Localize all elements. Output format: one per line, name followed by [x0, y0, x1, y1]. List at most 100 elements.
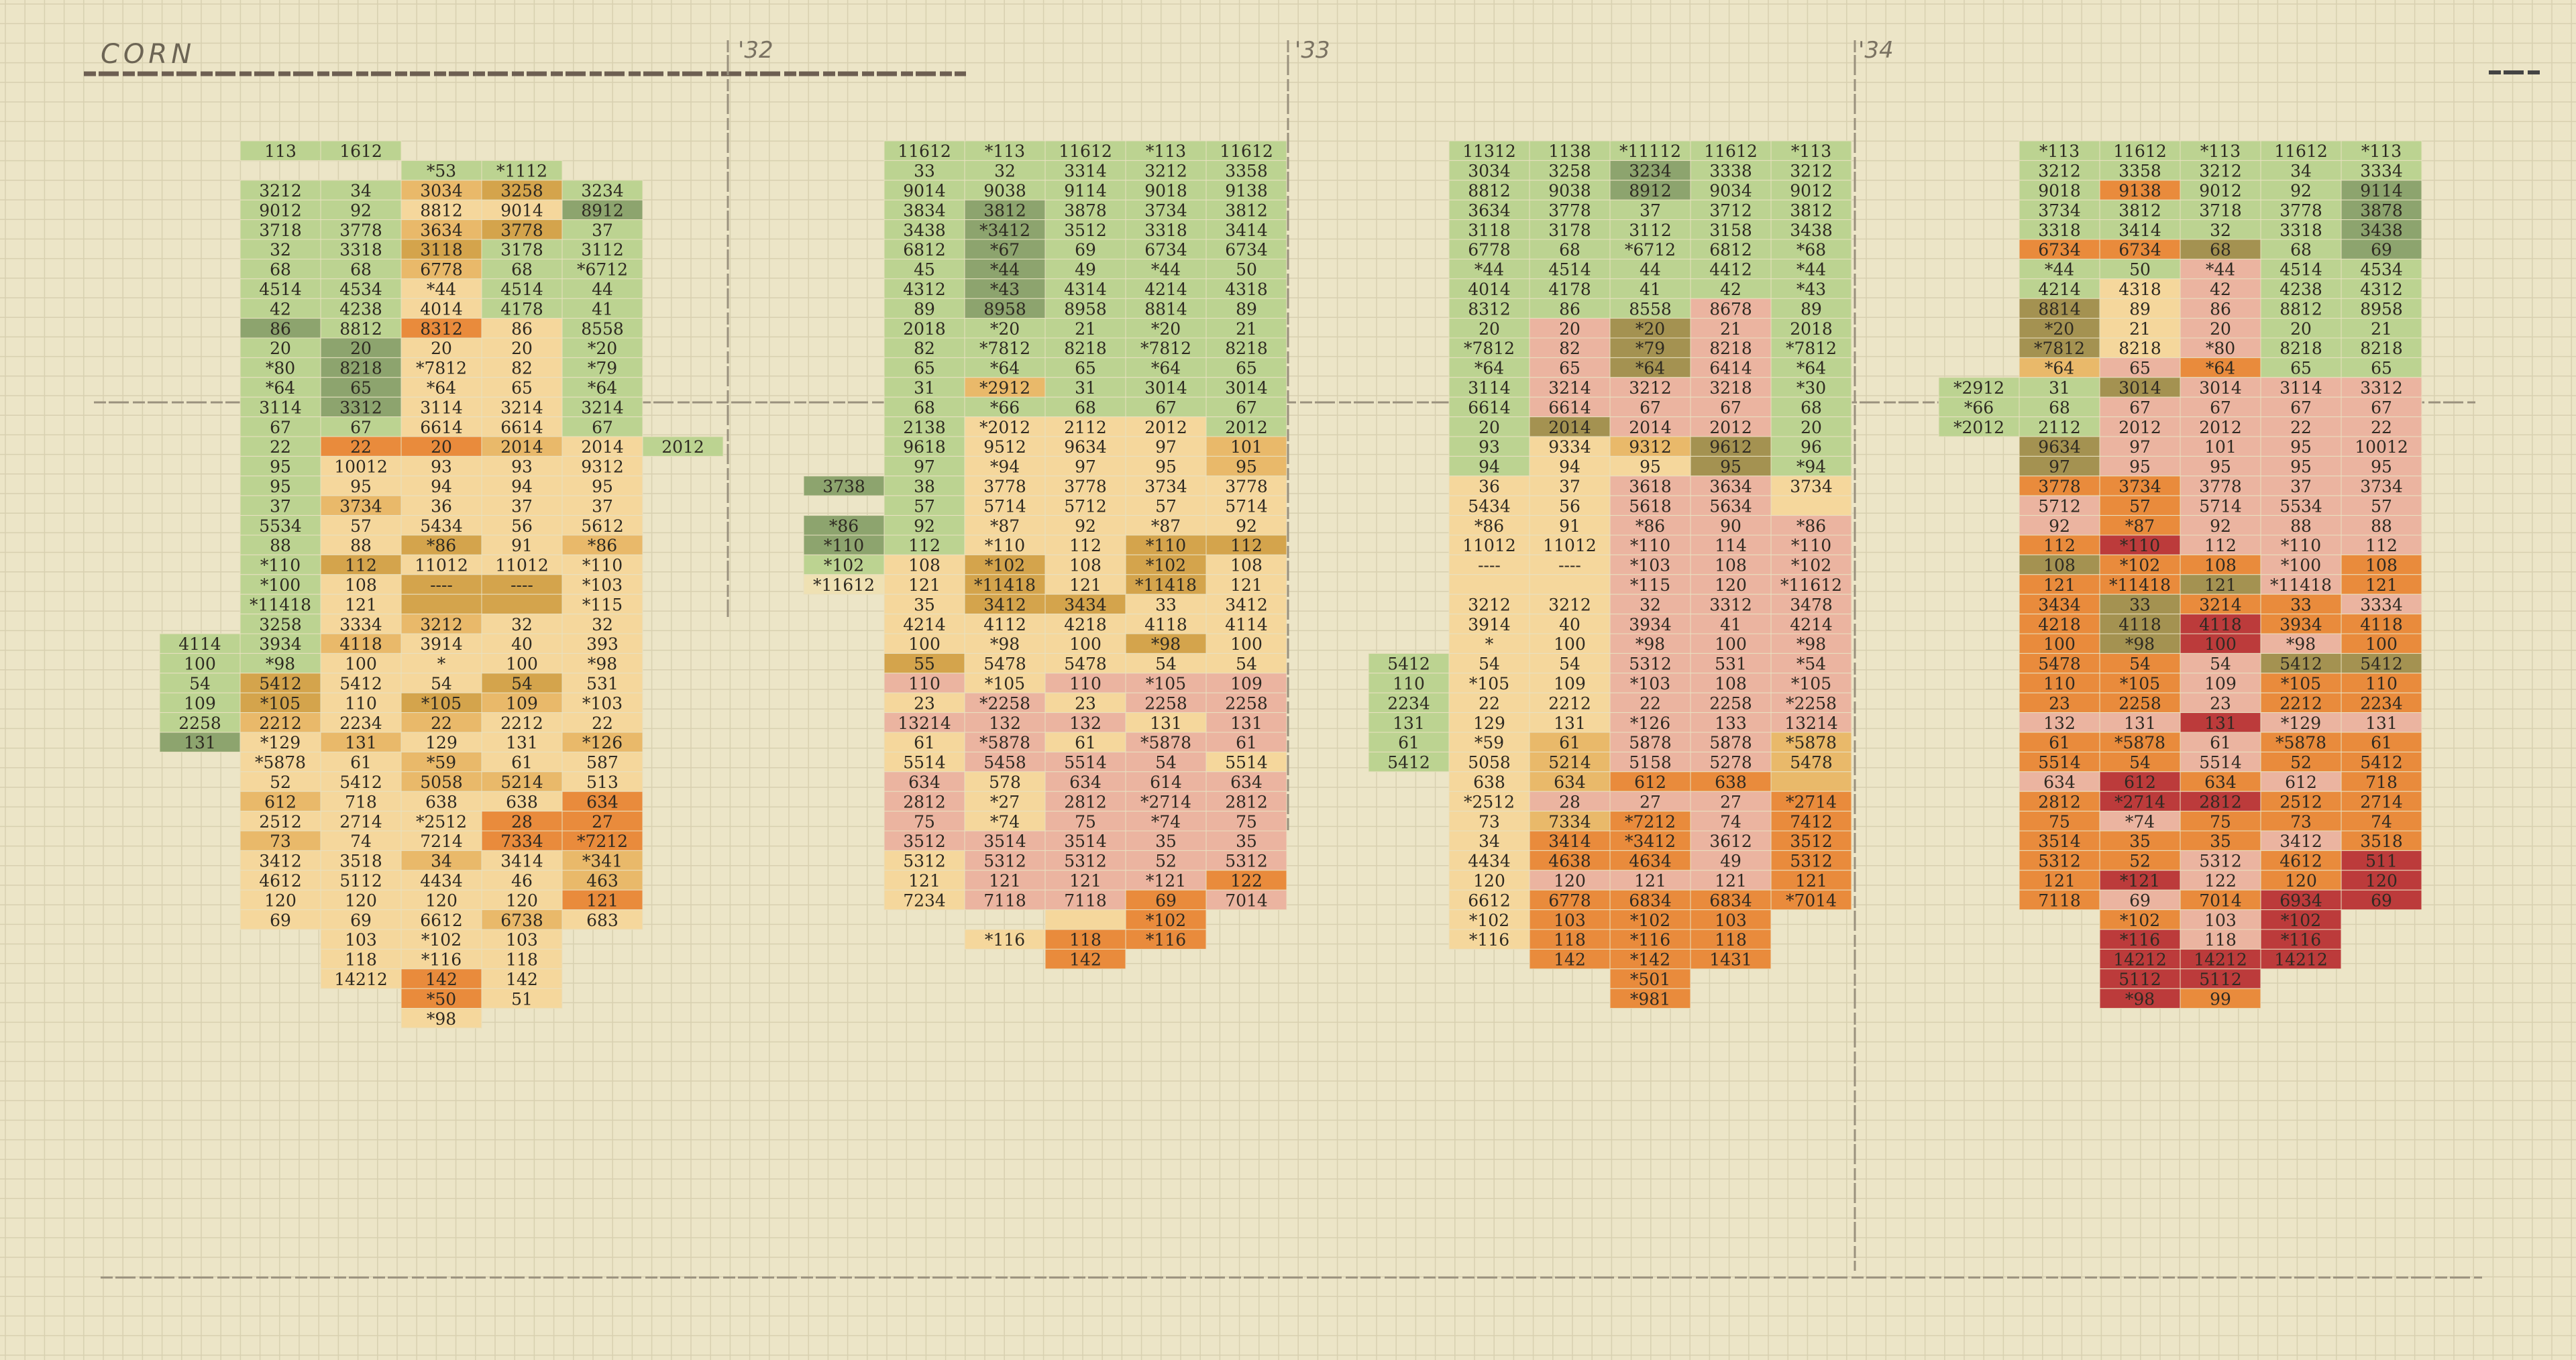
cell-value: *126 — [582, 733, 623, 752]
table-cell — [1529, 791, 1611, 812]
table-cell — [320, 574, 402, 595]
cell-value: 2812 — [1064, 792, 1107, 811]
cell-value: 3414 — [500, 852, 543, 871]
cell-value: 91 — [511, 536, 533, 555]
cell-value: 5514 — [903, 753, 946, 773]
cell-value: 32 — [592, 615, 613, 634]
table-cell — [1770, 593, 1852, 615]
cell-value: 5712 — [1064, 496, 1107, 516]
table-cell — [1770, 830, 1852, 851]
cell-value: 2012 — [1225, 418, 1268, 437]
table-cell — [481, 614, 563, 634]
cell-value: 121 — [989, 871, 1021, 891]
cell-value: 121 — [1230, 575, 1263, 595]
cell-value: 638 — [425, 792, 458, 811]
table-cell — [2341, 653, 2422, 674]
cell-value: 3114 — [259, 398, 302, 417]
table-cell — [2180, 416, 2261, 437]
table-cell — [1770, 416, 1852, 437]
table-cell — [1044, 948, 1126, 970]
cell-value: 5712 — [2038, 496, 2081, 516]
cell-value: 100 — [1715, 634, 1747, 654]
table-cell — [239, 377, 321, 398]
table-cell — [320, 889, 402, 911]
table-cell — [2260, 811, 2342, 832]
cell-value: 27 — [592, 812, 613, 832]
cell-value: 5534 — [259, 516, 302, 536]
cell-value: 120 — [1554, 871, 1586, 891]
cell-value: 93 — [1479, 437, 1500, 457]
cell-value: 683 — [586, 911, 619, 930]
cell-value: 32 — [511, 615, 533, 634]
cell-value: 100 — [1069, 634, 1102, 654]
cell-value: 54 — [1479, 655, 1500, 674]
table-cell — [2019, 140, 2100, 161]
cell-value: 8218 — [339, 359, 382, 378]
cell-value: 2812 — [2038, 792, 2081, 811]
cell-value: *121 — [1146, 871, 1186, 891]
cell-value: *11418 — [974, 575, 1036, 595]
table-cell — [2260, 180, 2342, 201]
cell-value: 33 — [914, 162, 935, 181]
table-cell — [1690, 554, 1772, 575]
table-cell — [2180, 554, 2261, 575]
table-cell — [964, 929, 1046, 950]
cell-value: 8218 — [1709, 339, 1752, 358]
table-cell — [1770, 180, 1852, 201]
table-cell — [1205, 791, 1287, 812]
cell-value: 634 — [908, 773, 941, 792]
cell-value: *105 — [1146, 674, 1186, 693]
table-cell — [2180, 633, 2261, 654]
cell-value: 463 — [586, 871, 619, 891]
table-cell — [2099, 515, 2181, 536]
table-cell — [2341, 889, 2422, 911]
cell-value: 11612 — [1704, 141, 1758, 161]
table-cell — [2260, 929, 2342, 950]
cell-value: 8678 — [1709, 299, 1752, 319]
cell-value: 3478 — [1790, 595, 1833, 614]
cell-value: 9114 — [1064, 181, 1107, 201]
cell-value: 3014 — [2199, 378, 2242, 398]
table-cell — [2180, 534, 2261, 555]
cell-value: *116 — [1469, 930, 1509, 950]
table-cell — [481, 298, 563, 319]
cell-value: 3334 — [339, 615, 382, 634]
cell-value: ---- — [1558, 556, 1581, 575]
cell-value: 54 — [1155, 655, 1177, 674]
table-cell — [1448, 140, 1530, 161]
table-cell — [239, 534, 321, 555]
cell-value: 5434 — [1468, 496, 1511, 516]
cell-value: 2714 — [339, 812, 382, 832]
cell-value: 131 — [184, 733, 216, 752]
cell-value: 22 — [2290, 418, 2312, 437]
cell-value: 4178 — [1548, 280, 1591, 299]
table-cell — [561, 534, 643, 555]
table-cell — [400, 239, 482, 260]
table-cell — [1690, 614, 1772, 634]
cell-value: 68 — [2049, 398, 2070, 417]
table-cell — [1529, 377, 1611, 398]
cell-value: 2212 — [259, 714, 302, 733]
table-cell — [2260, 751, 2342, 773]
cell-value: 3734 — [1790, 477, 1833, 496]
cell-value: 75 — [1236, 812, 1257, 832]
cell-value: 5714 — [1225, 496, 1268, 516]
cell-value: 86 — [2210, 299, 2231, 319]
table-cell — [481, 574, 563, 595]
cell-value: 3234 — [1629, 162, 1672, 181]
cell-value: *98 — [266, 655, 295, 674]
cell-value: 7412 — [1790, 812, 1833, 832]
table-cell — [2260, 732, 2342, 752]
table-cell — [1125, 791, 1207, 812]
cell-value: *113 — [1146, 141, 1186, 161]
header-label: CORN — [101, 39, 196, 70]
table-cell — [2260, 554, 2342, 575]
table-cell — [400, 791, 482, 812]
cell-value: 9612 — [1709, 437, 1752, 457]
cell-value: 37 — [2290, 477, 2312, 496]
table-cell — [883, 515, 965, 536]
cell-value: 97 — [2129, 437, 2151, 457]
cell-value: 92 — [2290, 181, 2312, 201]
cell-value: 2212 — [500, 714, 543, 733]
table-cell — [2099, 673, 2181, 693]
